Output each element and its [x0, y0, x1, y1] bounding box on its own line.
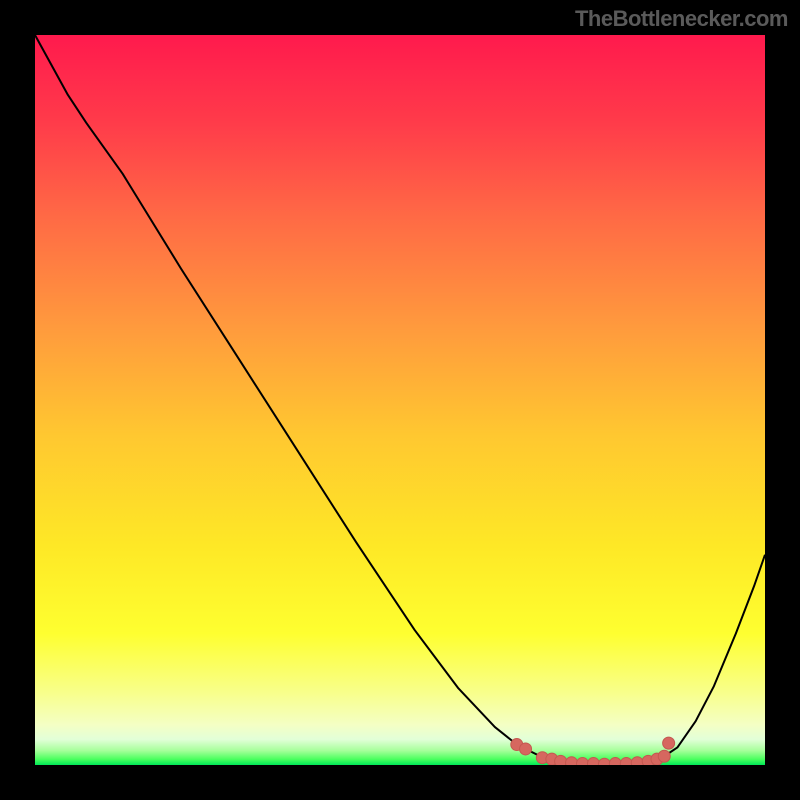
- marker-point: [658, 750, 670, 762]
- marker-point: [620, 758, 632, 765]
- marker-point: [577, 758, 589, 765]
- chart-svg: [35, 35, 765, 765]
- marker-point: [587, 758, 599, 765]
- marker-point: [609, 758, 621, 765]
- plot-area: [35, 35, 765, 765]
- marker-point: [555, 755, 567, 765]
- chart-background: [35, 35, 765, 765]
- marker-point: [631, 757, 643, 765]
- marker-point: [520, 743, 532, 755]
- marker-point: [566, 757, 578, 765]
- marker-point: [663, 737, 675, 749]
- chart-container: { "watermark": "TheBottlenecker.com", "c…: [0, 0, 800, 800]
- watermark-text: TheBottlenecker.com: [575, 6, 788, 32]
